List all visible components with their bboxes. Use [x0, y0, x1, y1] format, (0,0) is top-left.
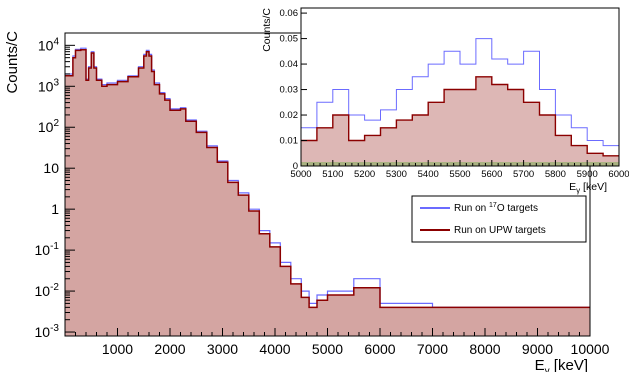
main-y-tick-label: 10	[43, 160, 59, 176]
main-plot: 1000 2000 3000 4000 5000 6000 7000 8000 9000 1000…	[4, 31, 610, 372]
inset-y-tick-label: 0	[293, 161, 298, 172]
main-area-fill	[65, 49, 590, 336]
inset-y-tick-label: 0.02	[280, 110, 299, 121]
inset-y-axis-label: Counts/C	[261, 8, 273, 52]
inset-x-tick-label: 5700	[513, 169, 534, 180]
main-y-tick-label: 1	[51, 201, 59, 217]
inset-x-tick-label: 5800	[545, 169, 566, 180]
inset-x-tick-label: 6000	[608, 169, 629, 180]
inset-x-tick-label: 5100	[322, 169, 343, 180]
main-series	[65, 47, 590, 309]
inset-x-tick-label: 5300	[386, 169, 407, 180]
main-x-tick-label: 1000	[102, 341, 133, 357]
main-x-tick-label: 5000	[312, 341, 343, 357]
inset-area-upw	[301, 76, 619, 166]
inset-series-line-1	[301, 76, 619, 157]
inset-x-tick-label: 5900	[577, 169, 598, 180]
main-series-line-1	[65, 48, 590, 309]
inset-x-axis-label: Eγ [keV]	[569, 181, 607, 195]
inset-series-line-0	[301, 38, 619, 147]
main-x-tick-label: 3000	[207, 341, 238, 357]
main-y-tick-label: 10-2	[35, 282, 60, 299]
inset-plot: 5000 5100 5200 5300 5400 5500 5600 5700 5800 5900…	[261, 7, 629, 195]
inset-x-axis: 5000 5100 5200 5300 5400 5500 5600 5700 5800 5900…	[290, 160, 629, 180]
main-x-tick-label: 10000	[571, 341, 610, 357]
inset-x-tick-label: 5200	[354, 169, 375, 180]
main-x-tick-label: 7000	[417, 341, 448, 357]
main-y-tick-label: 102	[38, 118, 60, 135]
main-y-axis-label: Counts/C	[4, 31, 21, 94]
inset-y-axis: 0 0.01 0.02 0.03 0.04 0.05 0.06	[280, 8, 307, 172]
legend-label-1: Run on UPW targets	[454, 225, 546, 236]
main-x-axis: 1000 2000 3000 4000 5000 6000 7000 8000 9000 1000…	[75, 328, 610, 357]
main-y-tick-label: 10-3	[35, 323, 60, 340]
legend: Run on 17O targets Run on UPW targets	[411, 195, 587, 243]
main-x-tick-label: 8000	[469, 341, 500, 357]
main-x-axis-label: Eγ [keV]	[535, 357, 588, 372]
legend-label-0: Run on 17O targets	[454, 202, 538, 214]
main-y-tick-label: 104	[38, 36, 60, 53]
inset-area-fill	[301, 76, 619, 166]
inset-y-tick-label: 0.05	[280, 34, 299, 45]
inset-x-tick-label: 5400	[418, 169, 439, 180]
main-x-tick-label: 9000	[522, 341, 553, 357]
inset-x-tick-label: 5600	[481, 169, 502, 180]
main-y-tick-label: 103	[38, 77, 60, 94]
inset-y-tick-label: 0.03	[280, 85, 299, 96]
inset-x-tick-label: 5000	[290, 169, 311, 180]
inset-x-tick-label: 5500	[449, 169, 470, 180]
main-y-tick-label: 10-1	[35, 241, 60, 258]
inset-y-tick-label: 0.06	[280, 8, 299, 19]
main-x-tick-label: 6000	[364, 341, 395, 357]
inset-series	[301, 38, 619, 157]
inset-y-tick-label: 0.04	[280, 59, 299, 70]
main-x-tick-label: 4000	[259, 341, 290, 357]
main-x-tick-label: 2000	[154, 341, 185, 357]
inset-y-tick-label: 0.01	[280, 136, 299, 147]
main-area-upw	[65, 49, 590, 336]
